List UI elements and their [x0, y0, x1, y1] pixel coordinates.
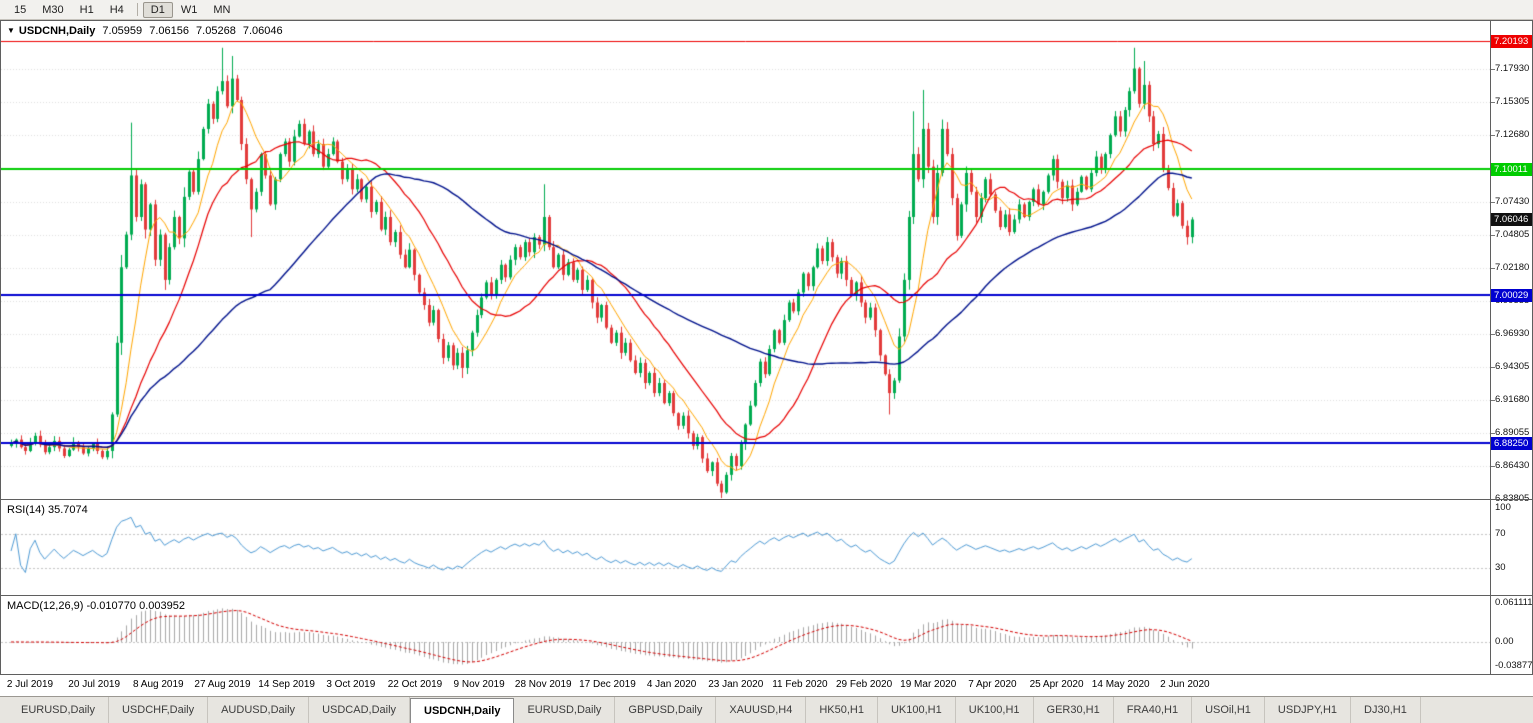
- macd-label: MACD(12,26,9) -0.010770 0.003952: [7, 600, 185, 612]
- price-tick-label: 6.91680: [1495, 393, 1530, 405]
- date-label: 9 Nov 2019: [453, 679, 505, 690]
- date-label: 28 Nov 2019: [514, 679, 572, 690]
- timeframe-button-h4[interactable]: H4: [109, 3, 124, 16]
- chart-tab-xauusd-h4[interactable]: XAUUSD,H4: [716, 697, 807, 723]
- date-label: 14 May 2020: [1091, 679, 1150, 690]
- price-tick-mark: [1491, 466, 1495, 467]
- pane-divider: [1, 499, 1532, 500]
- pane-divider: [1, 595, 1532, 596]
- date-label: 14 Sep 2019: [258, 679, 315, 690]
- rsi-tick-label: 100: [1495, 502, 1511, 513]
- rsi-indicator-canvas[interactable]: [1, 500, 1490, 595]
- timeframe-toolbar: 15 M30 H1 H4 D1 W1 MN: [0, 0, 1533, 20]
- ohlc-high: 7.06156: [149, 25, 189, 37]
- timeframe-button-15[interactable]: 15: [14, 3, 27, 16]
- macd-tick-label: 0.00: [1495, 636, 1514, 647]
- chart-tab-ger30-h1[interactable]: GER30,H1: [1034, 697, 1114, 723]
- price-tick-mark: [1491, 334, 1495, 335]
- date-label: 8 Aug 2019: [133, 679, 184, 690]
- macd-indicator-canvas[interactable]: [1, 596, 1490, 674]
- ohlc-close: 7.06046: [242, 25, 283, 37]
- date-label: 4 Jan 2020: [646, 679, 697, 690]
- chart-tab-fra40-h1[interactable]: FRA40,H1: [1114, 697, 1193, 723]
- price-tick-mark: [1491, 135, 1495, 136]
- macd-tick-label: 0.0611119: [1495, 597, 1532, 609]
- chart-tab-uk100-h1[interactable]: UK100,H1: [956, 697, 1034, 723]
- price-tick-mark: [1491, 102, 1495, 103]
- date-label: 3 Oct 2019: [326, 679, 376, 690]
- price-tick-mark: [1491, 400, 1495, 401]
- date-label: 11 Feb 2020: [772, 679, 828, 690]
- symbol-period-label: USDCNH,Daily: [18, 25, 96, 37]
- date-label: 2 Jul 2019: [6, 679, 54, 690]
- date-label: 27 Aug 2019: [194, 679, 251, 690]
- date-label: 29 Feb 2020: [835, 679, 893, 690]
- price-axis: 7.179307.153057.126807.100557.074307.048…: [1490, 21, 1532, 674]
- chart-tab-dj30-h1[interactable]: DJ30,H1: [1351, 697, 1421, 723]
- chart-tabs-bar: EURUSD,Daily USDCHF,Daily AUDUSD,Daily USDC…: [0, 696, 1533, 723]
- timeframe-button-mn[interactable]: MN: [213, 3, 231, 16]
- date-label: 23 Jan 2020: [708, 679, 764, 690]
- date-label: 22 Oct 2019: [387, 679, 443, 690]
- price-tick-mark: [1491, 202, 1495, 203]
- ohlc-open: 7.05959: [102, 25, 143, 37]
- chart-tab-eurusd-daily[interactable]: EURUSD,Daily: [8, 697, 109, 723]
- price-tick-label: 7.17930: [1495, 63, 1530, 75]
- timeframe-button-w1[interactable]: W1: [180, 3, 198, 16]
- price-tick-label: 6.89055: [1495, 426, 1530, 438]
- chart-tab-gbpusd-daily[interactable]: GBPUSD,Daily: [615, 697, 717, 723]
- date-label: 25 Apr 2020: [1029, 679, 1084, 690]
- chart-tab-hk50-h1[interactable]: HK50,H1: [806, 697, 878, 723]
- date-label: 19 Mar 2020: [900, 679, 957, 690]
- price-tick-mark: [1491, 69, 1495, 70]
- price-tick-label: 7.02180: [1495, 261, 1530, 273]
- price-tick-mark: [1491, 433, 1495, 434]
- rsi-tick-label: 30: [1495, 562, 1506, 574]
- date-label: 2 Jun 2020: [1160, 679, 1210, 690]
- chart-window: 7.179307.153057.126807.100557.074307.048…: [0, 20, 1533, 675]
- date-label: 7 Apr 2020: [968, 679, 1017, 690]
- time-axis: 2 Jul 2019 20 Jul 2019 8 Aug 2019 27 Aug 20…: [0, 675, 1533, 696]
- timeframe-button-h1[interactable]: H1: [79, 3, 94, 16]
- resistance-line-badge: 7.20193: [1491, 34, 1532, 48]
- pivot-line-badge: 7.10011: [1491, 163, 1532, 177]
- price-tick-mark: [1491, 268, 1495, 269]
- price-tick-label: 6.94305: [1495, 360, 1530, 372]
- rsi-tick-label: 70: [1495, 527, 1506, 539]
- chart-tab-uk100-h1[interactable]: UK100,H1: [878, 697, 956, 723]
- ohlc-low: 7.05268: [196, 25, 236, 37]
- price-tick-label: 7.12680: [1495, 129, 1530, 141]
- chart-tab-usdchf-daily[interactable]: USDCHF,Daily: [109, 697, 209, 723]
- price-tick-mark: [1491, 367, 1495, 368]
- price-tick-mark: [1491, 235, 1495, 236]
- symbol-dropdown-icon[interactable]: ▼: [7, 26, 15, 35]
- chart-tab-usdjpy-h1[interactable]: USDJPY,H1: [1265, 697, 1352, 723]
- date-label: 20 Jul 2019: [68, 679, 121, 690]
- support-line-1-badge: 7.00029: [1491, 288, 1532, 302]
- price-chart-canvas[interactable]: [1, 21, 1490, 499]
- chart-tab-audusd-daily[interactable]: AUDUSD,Daily: [208, 697, 310, 723]
- chart-tab-usdcnh-daily[interactable]: USDCNH,Daily: [410, 698, 515, 723]
- macd-tick-label: -0.0387719: [1495, 660, 1532, 672]
- timeframe-button-m30[interactable]: M30: [42, 3, 64, 16]
- current-price-badge: 7.06046: [1491, 212, 1532, 226]
- price-tick-label: 7.04805: [1495, 228, 1530, 240]
- price-tick-label: 7.07430: [1495, 195, 1530, 207]
- price-tick-label: 7.15305: [1495, 96, 1530, 108]
- support-line-2-badge: 6.88250: [1491, 436, 1532, 450]
- date-label: 17 Dec 2019: [579, 679, 636, 690]
- price-tick-label: 6.83805: [1495, 493, 1529, 504]
- price-tick-label: 6.96930: [1495, 327, 1530, 339]
- rsi-label: RSI(14) 35.7074: [7, 504, 88, 516]
- toolbar-separator: [136, 3, 138, 16]
- price-tick-label: 6.86430: [1495, 459, 1530, 471]
- chart-tab-usoil-h1[interactable]: USOil,H1: [1192, 697, 1265, 723]
- chart-header: ▼ USDCNH,Daily 7.05959 7.06156 7.05268 7.…: [7, 25, 287, 37]
- chart-tab-eurusd-daily[interactable]: EURUSD,Daily: [514, 697, 616, 723]
- timeframe-button-d1[interactable]: D1: [142, 1, 173, 18]
- chart-tab-usdcad-daily[interactable]: USDCAD,Daily: [309, 697, 411, 723]
